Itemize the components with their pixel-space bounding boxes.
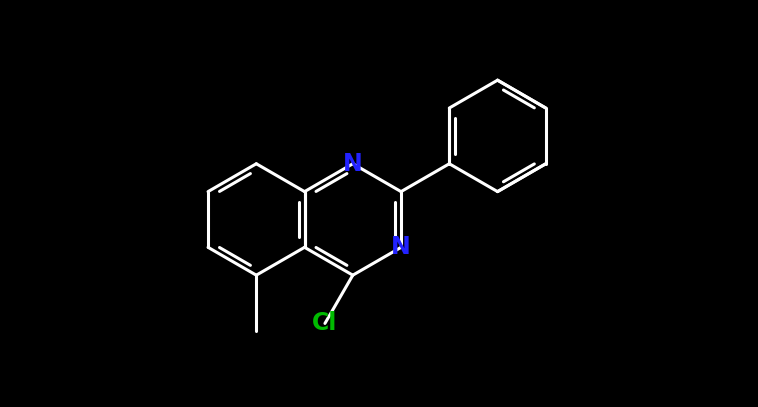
Text: N: N — [343, 152, 362, 176]
Text: N: N — [391, 235, 411, 259]
Text: Cl: Cl — [312, 311, 337, 335]
